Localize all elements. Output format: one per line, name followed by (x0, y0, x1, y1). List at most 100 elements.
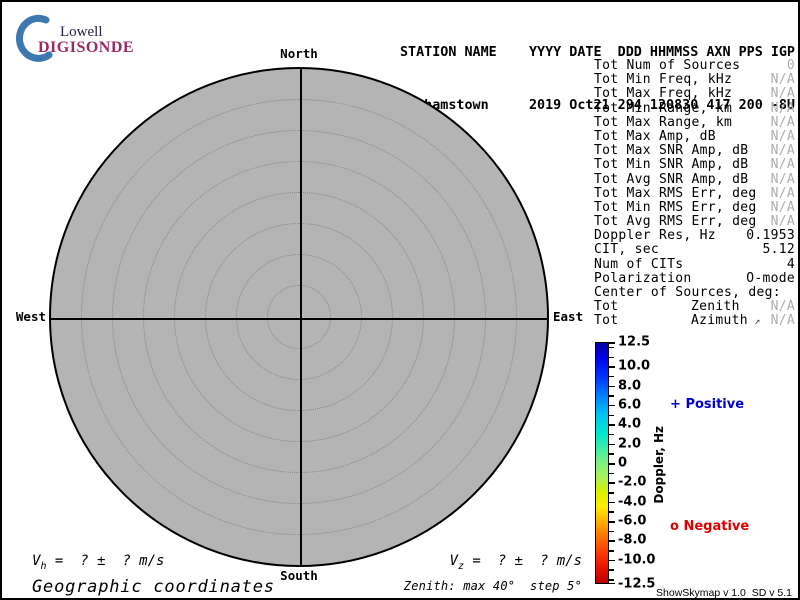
horizontal-velocity-readout: Vh = ? ± ? m/s (32, 553, 165, 572)
stats-label: Center of Sources, deg: (594, 285, 781, 300)
stats-label: CIT, sec (594, 242, 660, 258)
colorbar-tick-label: -10.0 (618, 552, 656, 568)
colorbar-major-tick (609, 482, 615, 484)
stats-row: Tot Num of Sources 0 (594, 58, 797, 73)
doppler-colorbar: 12.5 10.0 8.0 6.0 4.0 2.0 0 -2.0 -4.0 -6.0 -8.0 -10… (595, 335, 795, 592)
colorbar-major-tick (609, 521, 615, 523)
footer-right-block: Vz = ? ± ? m/s Zenith: max 40° step 5° (332, 553, 582, 593)
stats-row: CIT, sec 5.12 (594, 243, 797, 257)
colorbar-major-tick (609, 424, 615, 426)
colorbar-tick-label: 2.0 (618, 436, 642, 452)
stats-value: N/A (770, 128, 795, 144)
plus-icon: + (670, 397, 681, 412)
stats-sublabel: Azimuth ↗ (691, 313, 761, 329)
colorbar-tick-label: -2.0 (618, 474, 647, 490)
colorbar-major-tick (609, 559, 615, 562)
colorbar-major-tick (609, 385, 615, 388)
stats-label: Tot Max RMS Err, deg (594, 185, 757, 201)
stats-value: N/A (770, 143, 795, 159)
stats-value: 4 (786, 256, 795, 272)
colorbar-minor-tick (609, 453, 614, 455)
stats-row: Tot Avg SNR Amp, dB N/A (594, 171, 797, 187)
statistics-panel: Tot Num of Sources 0 Tot Min Freq, kHz N/A T… (594, 58, 797, 329)
stats-value: O-mode (746, 270, 795, 286)
stats-label: Tot Min RMS Err, deg (594, 199, 757, 215)
stats-label: Tot (594, 299, 619, 315)
colorbar-minor-tick (609, 511, 614, 513)
stats-label: Tot Max Freq, kHz (594, 86, 733, 102)
stats-value: N/A (770, 299, 795, 315)
stats-row: Tot Min SNR Amp, dB N/A (594, 158, 797, 172)
colorbar-minor-tick (609, 375, 614, 378)
stats-row: Tot Min RMS Err, deg N/A (594, 199, 797, 215)
stats-label: Doppler Res, Hz (594, 228, 716, 244)
colorbar-title: Doppler, Hz (652, 426, 666, 504)
colorbar-minor-tick (609, 492, 614, 494)
colorbar-tick-label: -6.0 (618, 513, 647, 529)
lowell-digisonde-logo: Lowell DIGISONDE (12, 10, 192, 62)
stats-label: Tot Max Range, km (594, 114, 733, 130)
colorbar-tick-label: 8.0 (618, 378, 642, 394)
colorbar-gradient (595, 342, 609, 584)
stats-label: Tot Max Amp, dB (594, 128, 716, 144)
stats-value: N/A (770, 86, 795, 102)
logo-digisonde-text: DIGISONDE (38, 39, 135, 56)
stats-value: 0 (786, 58, 795, 73)
positive-doppler-legend: + Positive (670, 397, 745, 412)
colorbar-tick-label: 10.0 (618, 358, 651, 374)
zenith-ring-35deg (81, 99, 517, 535)
colorbar-major-tick (609, 404, 615, 407)
stats-row: Tot Max SNR Amp, dB N/A (594, 143, 797, 159)
azimuth-direction-icon: ↗ (747, 316, 761, 328)
colorbar-minor-tick (609, 472, 614, 475)
colorbar-minor-tick (609, 530, 614, 533)
colorbar-tick-label: 6.0 (618, 397, 642, 413)
coordinate-system-label: Geographic coordinates (32, 577, 275, 597)
stats-label: Polarization (594, 270, 692, 286)
stats-label: Tot Min Freq, kHz (594, 72, 733, 88)
stats-row: Tot Min Freq, kHz N/A (594, 72, 797, 88)
cardinal-east-label: East (553, 309, 584, 324)
colorbar-minor-tick (609, 356, 614, 359)
colorbar-minor-tick (609, 414, 614, 417)
stats-value: N/A (770, 100, 795, 116)
colorbar-minor-tick (609, 395, 614, 397)
zenith-range-label: Zenith: max 40° step 5° (403, 578, 582, 593)
skymap-vertical-axis (300, 69, 302, 565)
stats-value: N/A (770, 72, 795, 88)
logo-lowell-text: Lowell (60, 24, 103, 40)
stats-row: Tot Max Amp, dB N/A (594, 128, 797, 144)
stats-label: Tot (594, 313, 619, 329)
colorbar-tick-label: -8.0 (618, 532, 647, 548)
vertical-velocity-readout: Vz = ? ± ? m/s (449, 553, 582, 572)
stats-value: N/A (770, 313, 795, 329)
circle-icon: o (670, 519, 679, 534)
stats-value: N/A (770, 114, 795, 130)
stats-label: Tot Num of Sources (594, 58, 741, 73)
stats-value: N/A (770, 199, 795, 215)
colorbar-major-tick (609, 342, 615, 344)
stats-row: Tot Zenith N/A (594, 299, 797, 315)
colorbar-tick-label: 12.5 (618, 334, 651, 350)
stats-sublabel: Zenith (691, 299, 740, 315)
station-header-columns: STATION NAME YYYY DATE DDD HHMMSS AXN PP… (399, 45, 795, 60)
colorbar-major-tick (609, 463, 615, 465)
stats-row: Doppler Res, Hz 0.1953 (594, 229, 797, 243)
stats-value: 5.12 (762, 242, 795, 258)
negative-doppler-legend: o Negative (670, 519, 750, 534)
stats-label: Tot Avg SNR Amp, dB (594, 171, 749, 187)
stats-value: 0.1953 (746, 228, 795, 244)
stats-row: Tot Max Range, km N/A (594, 114, 797, 130)
stats-label: Tot Min Range, km (594, 100, 733, 116)
stats-value: N/A (770, 157, 795, 173)
stats-label: Tot Min SNR Amp, dB (594, 157, 749, 173)
skymap-horizontal-axis (51, 318, 547, 320)
colorbar-tick-label: -12.5 (618, 576, 656, 592)
cardinal-north-label: North (280, 46, 318, 61)
colorbar-major-tick (609, 366, 615, 368)
colorbar-minor-tick (609, 550, 614, 552)
stats-value: N/A (770, 214, 795, 230)
station-header: STATION NAME YYYY DATE DDD HHMMSS AXN PP… (400, 9, 795, 149)
colorbar-tick-label: -4.0 (618, 494, 647, 510)
